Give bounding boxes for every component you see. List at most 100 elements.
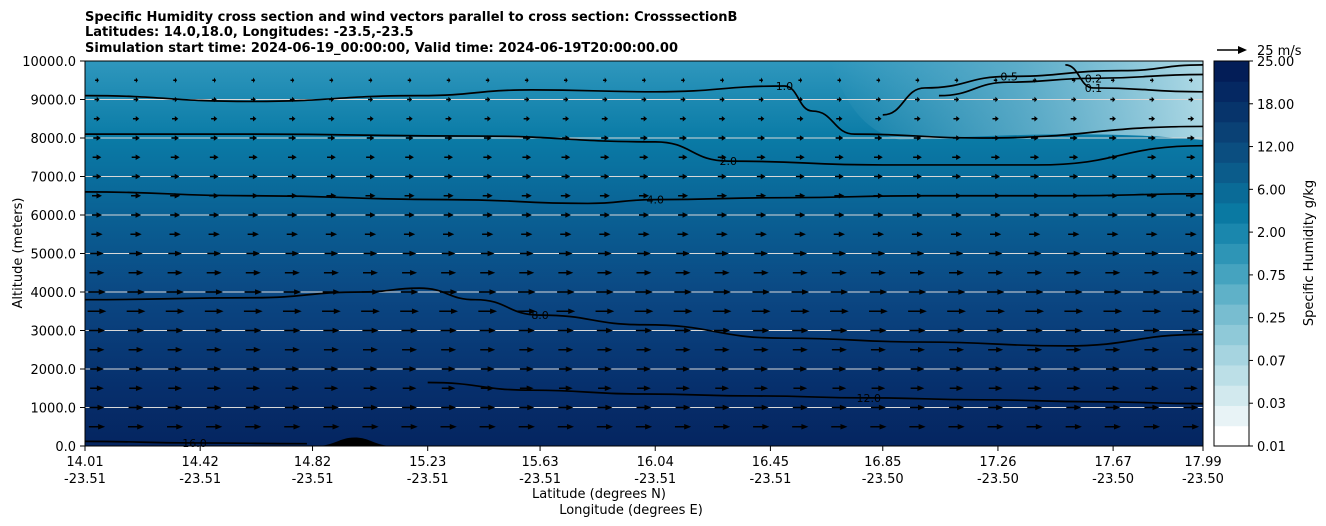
wind-arrow <box>910 269 925 276</box>
wind-arrow <box>245 269 261 276</box>
wind-arrow <box>480 269 496 276</box>
wind-arrow <box>248 192 259 199</box>
wind-arrow <box>1183 404 1199 411</box>
colorbar-tick-label: 18.00 <box>1257 98 1294 113</box>
wind-arrow <box>365 192 376 199</box>
wind-arrow <box>521 212 532 218</box>
wind-arrow <box>245 346 261 353</box>
wind-arrow <box>1185 231 1197 238</box>
wind-arrow <box>405 173 414 180</box>
wind-arrow <box>637 385 651 392</box>
wind-vectors <box>87 77 1201 430</box>
wind-arrow <box>756 212 767 218</box>
wind-arrow <box>1029 192 1040 199</box>
wind-arrow <box>914 115 921 122</box>
x-tick-label-lon: -23.50 <box>1092 472 1134 487</box>
wind-arrow <box>285 385 300 392</box>
wind-arrow <box>1110 96 1116 103</box>
wind-arrow <box>635 289 653 295</box>
wind-arrow <box>986 308 1006 315</box>
wind-arrow <box>407 77 412 84</box>
wind-arrow <box>1105 366 1120 372</box>
y-tick-label: 8000.0 <box>31 132 77 147</box>
wind-arrow <box>247 231 259 238</box>
wind-arrow <box>1107 231 1119 238</box>
wind-arrow <box>484 115 491 122</box>
wind-arrow <box>206 346 222 353</box>
wind-arrow <box>444 173 454 180</box>
wind-arrow <box>245 327 262 334</box>
wind-arrow <box>480 366 495 372</box>
wind-arrow <box>246 385 261 392</box>
x-tick-label-lat: 16.45 <box>752 455 789 470</box>
wind-arrow <box>1143 289 1161 295</box>
wind-arrow <box>716 231 728 238</box>
wind-arrow <box>363 346 378 353</box>
x-tick-label-lat: 16.04 <box>637 455 674 470</box>
wind-arrow <box>988 404 1004 411</box>
colorbar-label: Specific Humidity g/kg <box>1302 180 1317 326</box>
wind-arrow <box>283 289 302 295</box>
chart-title: Specific Humidity cross section and wind… <box>85 10 737 56</box>
wind-arrow <box>1182 289 1200 295</box>
contour-line <box>882 64 1204 116</box>
wind-arrow <box>207 385 222 392</box>
wind-arrow <box>756 173 766 180</box>
wind-arrow <box>439 289 458 295</box>
wind-arrow <box>483 173 493 180</box>
wind-arrow <box>479 327 496 334</box>
wind-arrow <box>1027 269 1043 276</box>
wind-arrow <box>792 404 808 411</box>
wind-arrow <box>1107 192 1118 199</box>
wind-arrow <box>714 346 730 353</box>
wind-arrow <box>831 327 848 334</box>
wind-arrow <box>601 135 609 141</box>
wind-arrow <box>991 135 1000 141</box>
wind-arrow <box>324 366 339 372</box>
wind-arrow <box>368 96 373 103</box>
wind-arrow <box>988 346 1004 353</box>
wind-arrow <box>993 96 999 103</box>
wind-arrow <box>88 327 106 334</box>
title-line-2: Latitudes: 14.0,18.0, Longitudes: -23.5,… <box>85 25 414 40</box>
wind-arrow <box>485 77 490 84</box>
wind-arrow <box>987 423 1004 430</box>
wind-arrow <box>988 366 1003 372</box>
wind-arrow <box>713 289 731 295</box>
wind-arrow <box>167 269 183 276</box>
wind-arrow <box>405 135 414 141</box>
wind-arrow <box>834 212 845 218</box>
wind-arrow <box>913 154 922 161</box>
colorbar-segment <box>1214 324 1249 346</box>
wind-arrow <box>948 423 965 430</box>
wind-arrow <box>92 154 102 161</box>
wind-arrow <box>441 366 456 372</box>
wind-arrow <box>915 77 920 84</box>
wind-arrow <box>90 366 104 372</box>
wind-arrow <box>992 115 999 122</box>
wind-arrow <box>250 115 257 122</box>
wind-arrow <box>791 289 810 295</box>
wind-arrow <box>948 327 965 334</box>
wind-arrow <box>986 289 1005 295</box>
contour-label: 0.2 <box>1085 72 1103 85</box>
x-tick-label-lon: -23.51 <box>64 472 106 487</box>
wind-arrow <box>636 404 652 411</box>
wind-arrow <box>363 385 378 392</box>
wind-arrow <box>87 308 107 315</box>
wind-arrow <box>403 231 416 238</box>
wind-arrow <box>870 423 887 430</box>
wind-arrow <box>952 154 961 161</box>
wind-arrow <box>1144 404 1160 411</box>
wind-arrow <box>1186 192 1196 199</box>
wind-arrow <box>602 96 608 103</box>
wind-arrow <box>323 404 339 411</box>
wind-arrow <box>251 77 256 84</box>
wind-arrow <box>680 96 686 103</box>
wind-arrow <box>597 404 613 411</box>
contour-label: 0.5 <box>1000 70 1018 83</box>
wind-arrow <box>797 115 804 122</box>
wind-arrow <box>1145 366 1159 372</box>
colorbar-segment <box>1214 182 1249 204</box>
wind-arrow <box>718 135 726 141</box>
